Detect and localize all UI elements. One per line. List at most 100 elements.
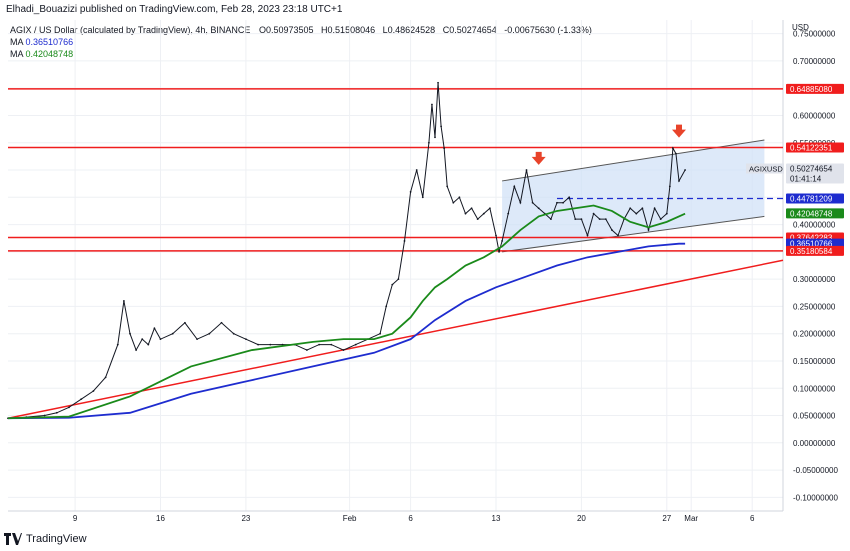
ohlc-close-label: C (442, 25, 450, 35)
price-point (43, 414, 46, 417)
price-tag-label: 0.36510766 (790, 240, 833, 249)
price-tag (786, 245, 844, 256)
price-point (580, 218, 583, 221)
x-tick-label: 27 (662, 514, 671, 523)
price-tag-label: 0.37642283 (790, 233, 833, 242)
price-point (141, 338, 144, 341)
publisher-line: Elhadi_Bouazizi published on TradingView… (6, 4, 343, 15)
price-point (592, 212, 595, 215)
price-point (354, 343, 357, 346)
price-point (92, 390, 95, 392)
price-tag-label: 0.64885080 (790, 85, 833, 94)
price-line (7, 82, 686, 419)
price-point (513, 185, 516, 188)
price-point (437, 81, 439, 84)
price-point (519, 201, 522, 204)
price-point (611, 229, 613, 231)
x-axis: 9 16 23 Feb 6 13 20 27 Mar 6 (73, 514, 755, 523)
y-tick-label: 0.75000000 (793, 30, 836, 39)
price-point (116, 343, 119, 346)
price-point (635, 212, 638, 215)
price-point (171, 332, 174, 335)
price-point (232, 332, 235, 335)
y-tick-label: -0.05000000 (793, 466, 838, 475)
price-point (428, 141, 430, 144)
price-point (68, 406, 70, 409)
price-point (129, 332, 131, 335)
price-tag-label: 0.50274654 (790, 165, 833, 174)
price-point (306, 349, 308, 351)
ohlc-open-label: O (258, 25, 266, 35)
x-tick-label: 6 (750, 514, 755, 523)
price-point (470, 207, 473, 210)
price-point (440, 125, 442, 128)
price-point (550, 218, 552, 221)
price-point (342, 349, 345, 351)
price-point (269, 343, 272, 346)
price-point (675, 152, 677, 155)
symbol-tag-label: AGIXUSD (749, 165, 783, 174)
price-point (653, 207, 656, 210)
grid (8, 20, 784, 512)
price-point (446, 185, 449, 188)
ohlc-high-label: H (321, 25, 328, 35)
price-tag-label: 0.54122351 (790, 144, 833, 153)
ohlc-low-label: L (382, 25, 388, 35)
price-point (574, 218, 577, 221)
price-point (556, 201, 558, 204)
down-arrow-icon (672, 124, 686, 138)
x-tick-label: 9 (73, 514, 78, 523)
price-point (196, 338, 199, 341)
tradingview-logo-icon (4, 533, 22, 545)
price-point (684, 169, 686, 171)
price-point (562, 201, 564, 204)
price-point (476, 218, 479, 221)
currency-label: USD (792, 23, 809, 32)
price-tag-label: 0.42048748 (790, 209, 833, 218)
price-point (391, 283, 394, 286)
x-tick-label: Feb (343, 514, 357, 523)
ohlc-high: 0.51508046 (327, 25, 376, 35)
price-point (665, 212, 668, 215)
price-tag (786, 193, 844, 204)
y-tick-label: 0.70000000 (793, 57, 836, 66)
price-point (482, 212, 485, 215)
price-point (498, 250, 500, 253)
price-point (647, 229, 650, 231)
price-point (415, 169, 418, 171)
down-arrow-icon (531, 151, 546, 165)
x-tick-label: Mar (684, 514, 698, 523)
price-point (159, 338, 162, 341)
price-point (641, 207, 644, 210)
price-point (495, 234, 497, 237)
price-point (208, 332, 211, 335)
y-tick-label: 0.30000000 (793, 275, 836, 284)
price-point (135, 349, 138, 351)
price-point (434, 136, 436, 139)
y-tick-label: 0.40000000 (793, 221, 836, 230)
price-point (537, 207, 540, 210)
symbol-tag (746, 163, 784, 174)
symbol-title: AGIX / US Dollar (calculated by TradingV… (10, 25, 251, 35)
y-tick-label: 0.15000000 (793, 357, 836, 366)
tradingview-logo[interactable]: TradingView (4, 533, 87, 545)
price-point (397, 278, 400, 281)
price-point (245, 338, 247, 341)
price-point (220, 321, 223, 324)
y-tick-label: 0.25000000 (793, 302, 836, 311)
price-tag-countdown: 01:41:14 (790, 175, 822, 184)
price-point (464, 212, 467, 215)
channel-lower-line (502, 215, 765, 253)
price-point (147, 343, 150, 346)
price-point (80, 398, 83, 401)
x-tick-label: 13 (492, 514, 501, 523)
price-tag (786, 163, 844, 184)
price-tag (786, 83, 844, 94)
price-point (443, 147, 446, 150)
ma-legend-green[interactable]: MA 0.42048748 (10, 49, 73, 59)
ohlc-open: 0.50973505 (265, 25, 314, 35)
price-point (184, 321, 186, 324)
ma-legend-blue[interactable]: MA 0.36510766 (10, 37, 73, 47)
y-axis: 0.750000000.700000000.650000000.60000000… (793, 30, 838, 503)
